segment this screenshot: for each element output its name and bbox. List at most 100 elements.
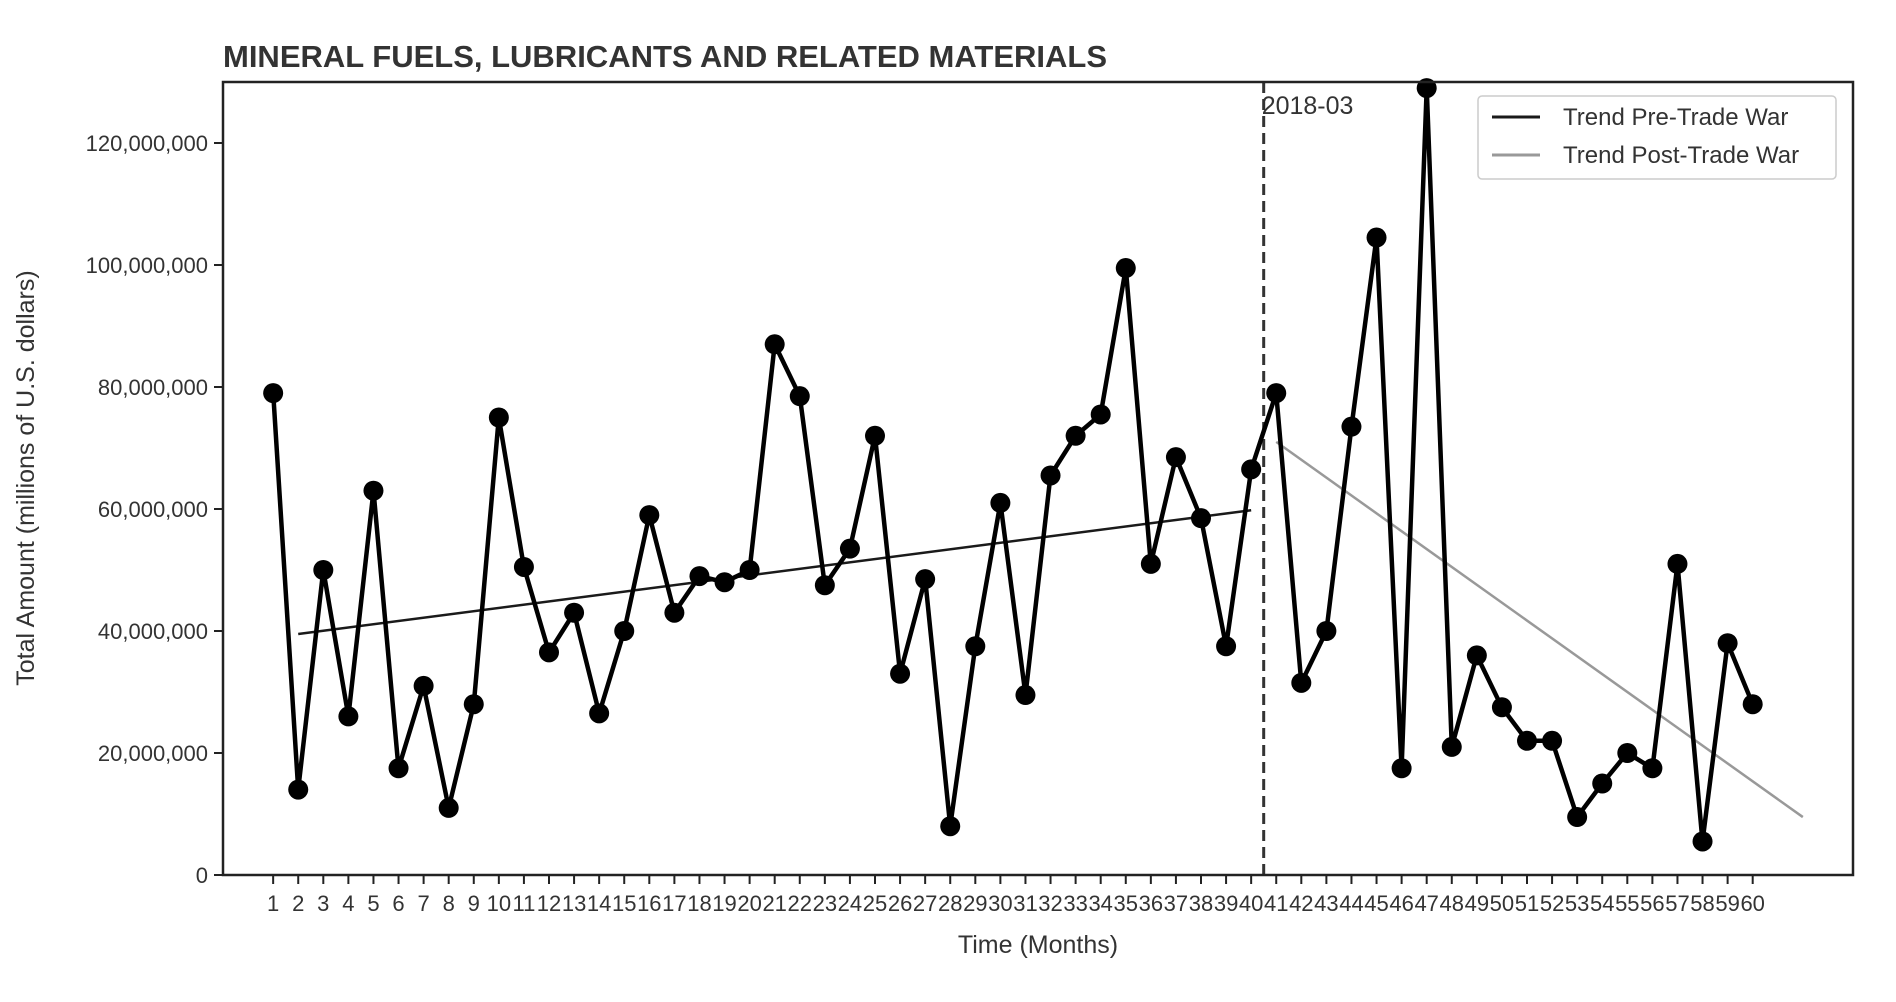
data-point — [689, 566, 710, 587]
data-point — [463, 694, 484, 715]
x-tick-label: 43 — [1314, 891, 1338, 916]
data-point — [313, 560, 334, 580]
x-tick-label: 27 — [913, 891, 937, 916]
x-tick-label: 33 — [1063, 891, 1087, 916]
legend-label-post-trade-war: Trend Post-Trade War — [1563, 142, 1799, 169]
x-tick-label: 19 — [712, 891, 736, 916]
data-point — [940, 816, 961, 837]
data-point — [1015, 685, 1036, 706]
data-point — [263, 383, 284, 404]
data-point — [1742, 694, 1763, 715]
data-point — [1216, 636, 1237, 657]
legend-label-pre-trade-war: Trend Pre-Trade War — [1563, 104, 1788, 131]
x-tick-label: 20 — [737, 891, 761, 916]
data-point — [1542, 730, 1563, 751]
data-point — [589, 703, 610, 724]
plot-area: 2018-03 — [263, 78, 1804, 875]
data-point — [1692, 831, 1713, 852]
y-tick-label: 0 — [196, 863, 208, 888]
data-point — [1316, 621, 1337, 641]
x-tick-label: 2 — [292, 891, 304, 916]
x-tick-label: 4 — [342, 891, 354, 916]
data-point — [1115, 258, 1136, 279]
data-point — [413, 675, 434, 696]
x-tick-label: 11 — [513, 891, 536, 916]
data-point — [388, 758, 409, 779]
data-point — [990, 492, 1011, 513]
x-tick-label: 52 — [1540, 891, 1564, 916]
x-tick-label: 35 — [1114, 891, 1138, 916]
x-tick-label: 41 — [1264, 891, 1288, 916]
x-tick-label: 22 — [788, 891, 812, 916]
data-point — [1592, 773, 1613, 794]
x-tick-label: 50 — [1490, 891, 1514, 916]
data-point — [1391, 758, 1412, 779]
trade-war-marker-label: 2018-03 — [1262, 92, 1354, 120]
y-tick-label: 80,000,000 — [98, 375, 208, 400]
x-tick-label: 5 — [367, 891, 379, 916]
data-point — [614, 621, 635, 641]
x-tick-label: 38 — [1189, 891, 1213, 916]
data-point — [789, 386, 810, 407]
data-point — [288, 779, 309, 800]
x-tick-label: 54 — [1590, 891, 1614, 916]
data-point — [1466, 645, 1487, 666]
x-tick-label: 9 — [468, 891, 480, 916]
legend: Trend Pre-Trade War Trend Post-Trade War — [1477, 95, 1837, 180]
x-tick-label: 3 — [317, 891, 329, 916]
x-tick-label: 24 — [838, 891, 862, 916]
x-tick-label: 7 — [417, 891, 429, 916]
data-point — [1366, 227, 1387, 248]
legend-box — [1477, 95, 1837, 180]
data-point — [915, 569, 936, 590]
data-point — [438, 797, 459, 818]
x-tick-label: 25 — [863, 891, 887, 916]
x-tick-label: 13 — [562, 891, 586, 916]
data-point — [1191, 508, 1211, 529]
y-axis: 0 20,000,000 40,000,000 60,000,000 80,000,00… — [86, 131, 223, 888]
data-point — [814, 575, 835, 596]
x-tick-label: 36 — [1139, 891, 1163, 916]
data-point — [513, 556, 534, 577]
data-point — [1040, 465, 1061, 486]
y-tick-label: 60,000,000 — [98, 497, 208, 522]
y-tick-label: 20,000,000 — [98, 741, 208, 766]
y-tick-label: 100,000,000 — [86, 253, 208, 278]
data-point — [1341, 416, 1362, 437]
data-point — [363, 480, 384, 501]
data-point — [1165, 447, 1186, 468]
plot-frame — [221, 80, 1855, 877]
data-point — [1517, 730, 1537, 751]
x-tick-label: 15 — [612, 891, 636, 916]
data-point — [488, 407, 509, 428]
data-point — [1291, 672, 1312, 693]
data-point — [539, 642, 559, 663]
x-tick-label: 17 — [662, 891, 686, 916]
x-tick-label: 1 — [267, 891, 279, 916]
x-tick-label: 56 — [1640, 891, 1664, 916]
x-tick-label: 48 — [1440, 891, 1464, 916]
x-tick-label: 44 — [1339, 891, 1363, 916]
x-tick-label: 53 — [1565, 891, 1589, 916]
x-axis: 1 2 3 4 5 6 7 8 9 10 11 12 13 14 15 16 17 18 19 20 21 22 23 24 2… — [267, 875, 1765, 916]
data-point — [664, 602, 685, 623]
trend-line-post-trade-war — [1275, 440, 1804, 819]
trend-line-pre-trade-war — [298, 508, 1252, 636]
data-point — [1667, 553, 1688, 574]
series-line — [270, 88, 1755, 842]
data-point — [338, 706, 359, 727]
x-tick-label: 18 — [687, 891, 711, 916]
data-point — [1140, 553, 1161, 574]
data-point — [865, 425, 885, 446]
x-tick-label: 34 — [1088, 891, 1112, 916]
x-tick-label: 23 — [813, 891, 837, 916]
data-point — [764, 334, 785, 355]
x-tick-label: 6 — [392, 891, 404, 916]
chart-title: MINERAL FUELS, LUBRICANTS AND RELATED MA… — [223, 39, 1107, 74]
x-tick-label: 39 — [1214, 891, 1238, 916]
x-tick-label: 32 — [1038, 891, 1062, 916]
x-tick-label: 14 — [587, 891, 611, 916]
y-tick-label: 40,000,000 — [98, 619, 208, 644]
x-tick-label: 26 — [888, 891, 912, 916]
